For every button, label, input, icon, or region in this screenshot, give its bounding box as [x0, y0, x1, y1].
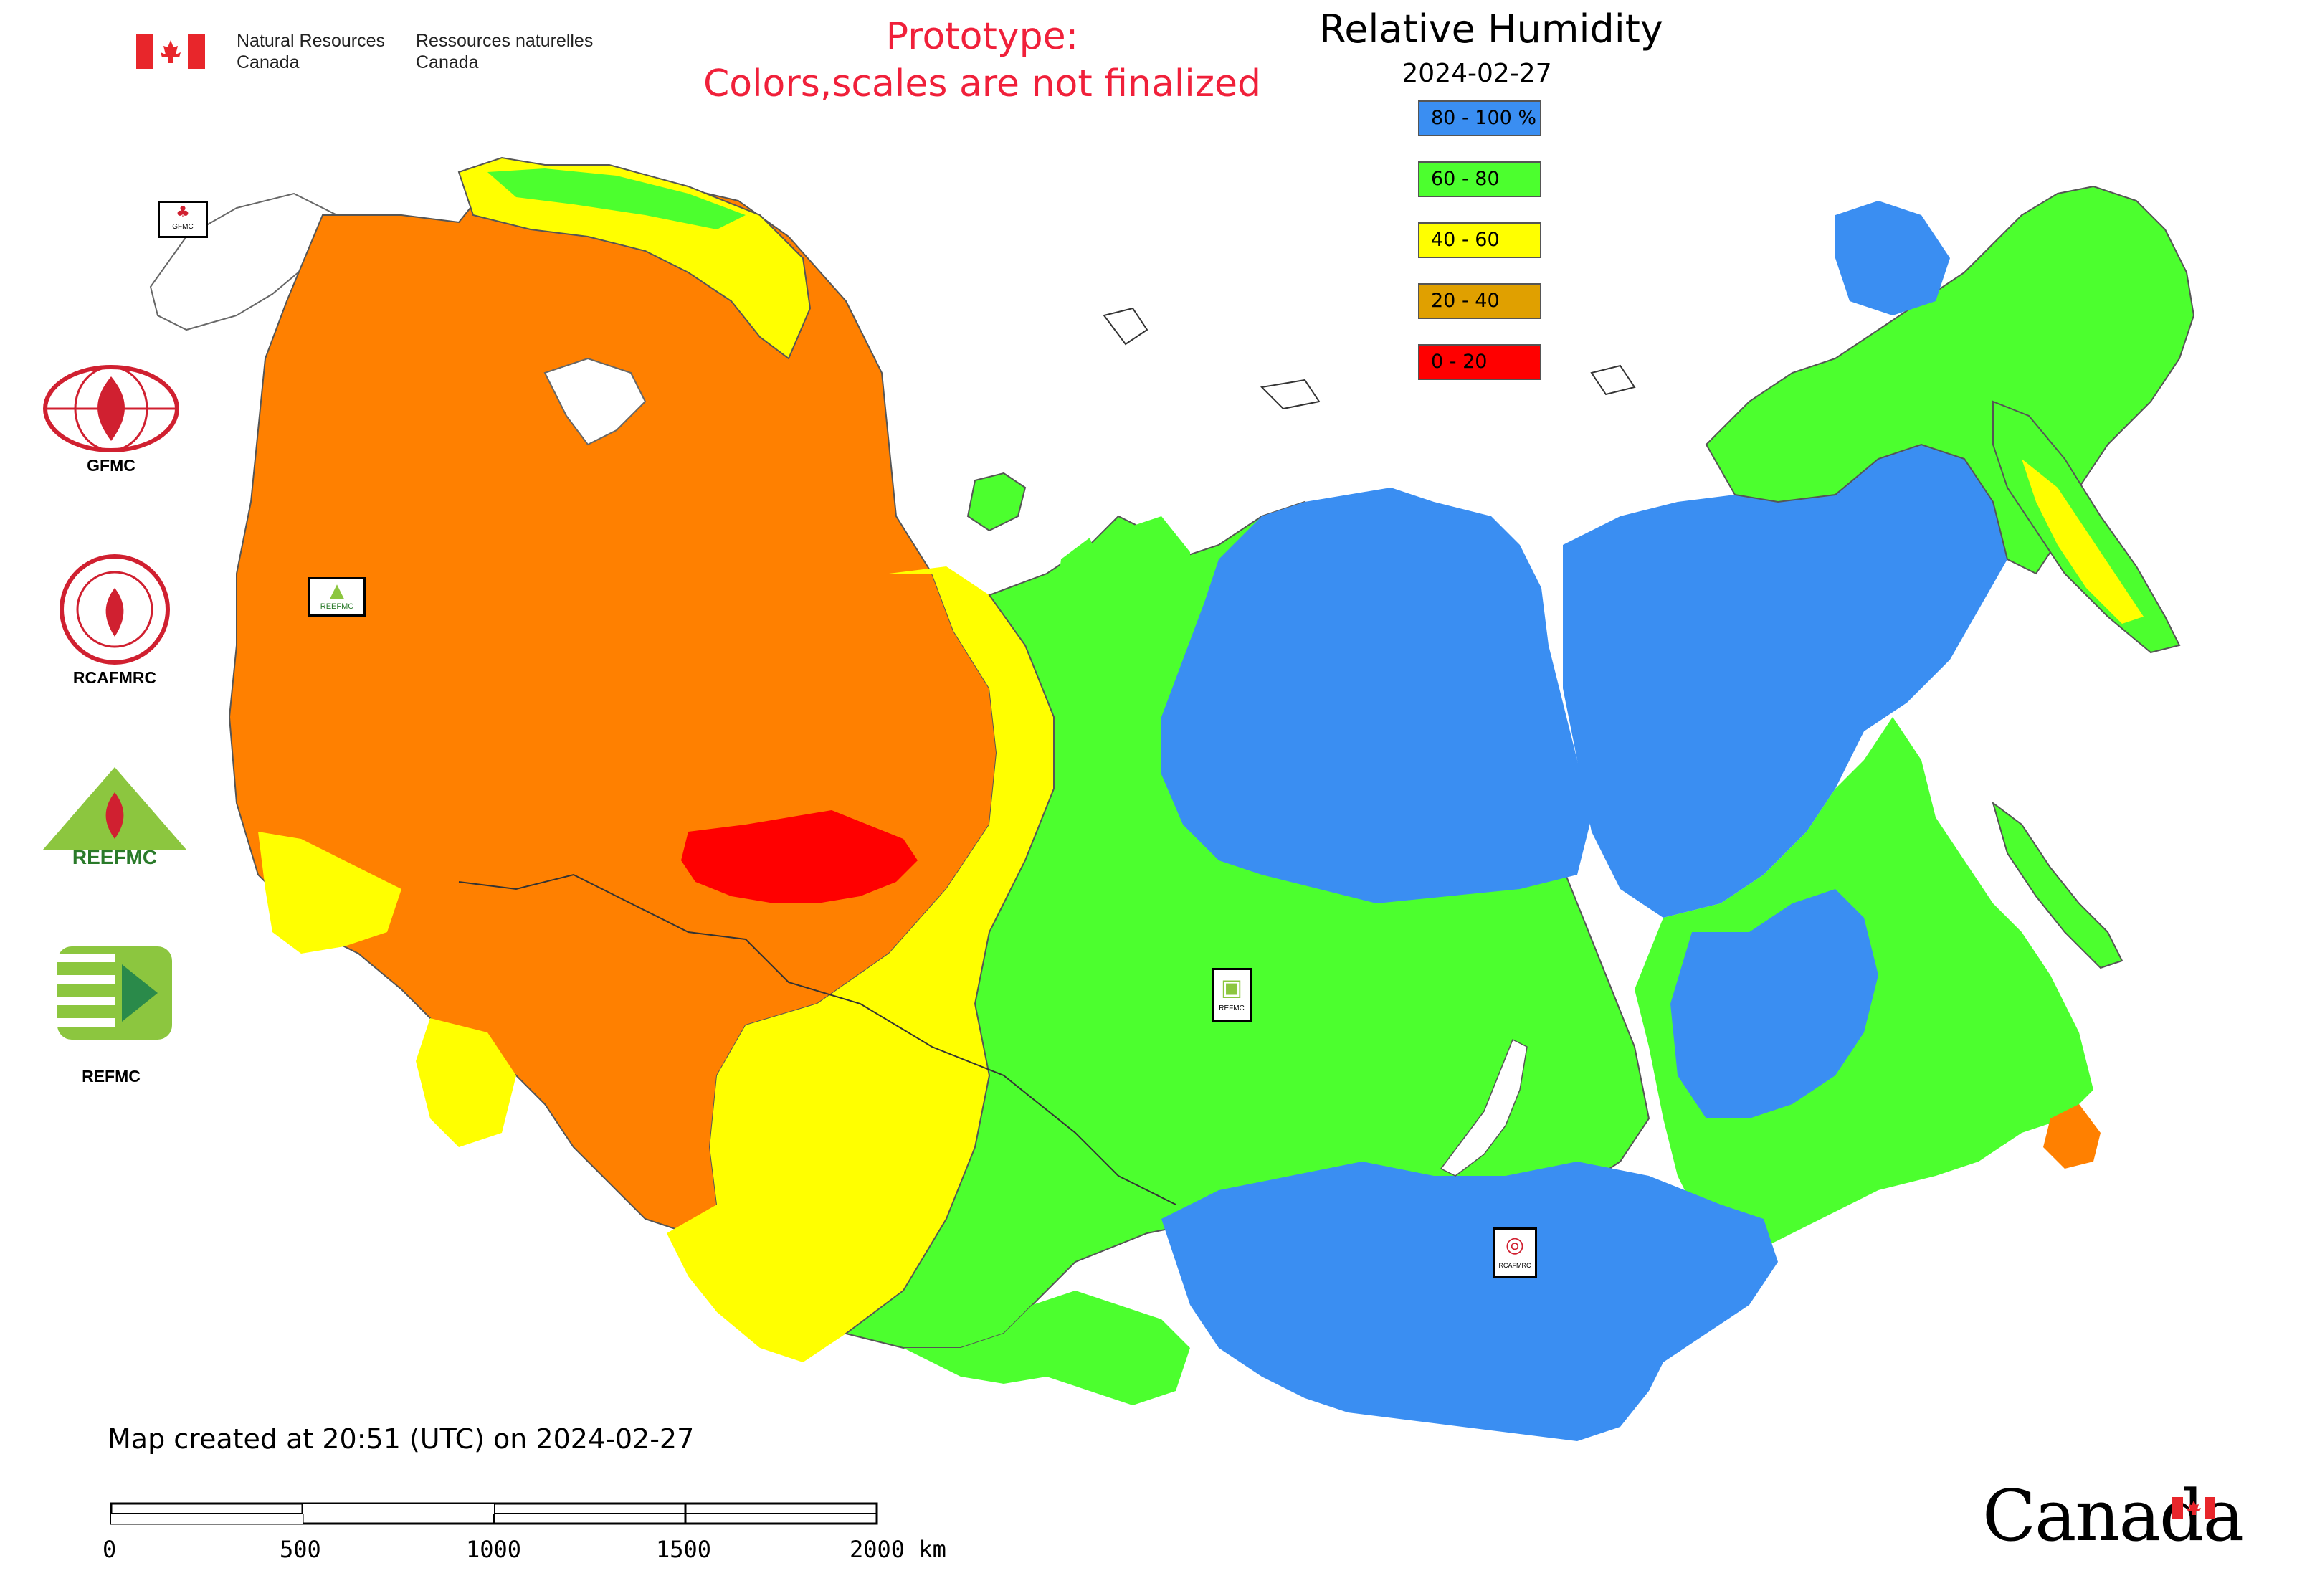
region-red-hotspot	[681, 810, 918, 903]
legend-item-80-100: 80 - 100 %	[1418, 100, 1541, 136]
lake-baikal	[1440, 1038, 1528, 1177]
region-yellow-southwest	[258, 832, 401, 954]
white-sea	[543, 357, 647, 446]
region-kamchatka-yellow	[2022, 459, 2144, 624]
region-blue-siberia	[1161, 488, 1592, 903]
scale-tick-2000: 2000 km	[850, 1536, 946, 1563]
region-primorye-tip	[2043, 1104, 2101, 1169]
scale-tick-500: 500	[280, 1536, 321, 1563]
region-yamal	[1054, 538, 1104, 645]
rcafmrc-logo-icon	[60, 554, 170, 665]
marker-refmc[interactable]: ▣ REFMC	[1212, 968, 1252, 1022]
refmc-label: REFMC	[82, 1067, 141, 1086]
country-borders	[458, 873, 1176, 1205]
canada-wordmark: Canada	[1982, 1476, 2245, 1557]
gov-fr-line2: Canada	[416, 52, 479, 72]
marker-gfmc[interactable]: ♣ GFMC	[158, 201, 208, 238]
scale-tick-0: 0	[103, 1536, 117, 1563]
refmc-logo-icon	[57, 946, 172, 1040]
marker-gfmc-label: GFMC	[172, 223, 194, 231]
marker-refmc-label: REFMC	[1219, 1004, 1245, 1012]
canada-wordmark-flag-icon	[2172, 1497, 2215, 1519]
gov-en-line2: Canada	[237, 52, 300, 72]
rcafmrc-label: RCAFMRC	[72, 668, 157, 687]
scale-tick-1000: 1000	[466, 1536, 522, 1563]
prototype-line1: Prototype:	[885, 15, 1079, 58]
gov-en-line1: Natural Resources	[237, 31, 386, 51]
marker-reefmc[interactable]: ▲ REEFMC	[308, 577, 366, 617]
region-blue-south	[1161, 1162, 1778, 1441]
gfmc-logo-icon	[43, 365, 179, 452]
region-blue-chukotka	[1835, 201, 1950, 315]
marker-reefmc-label: REEFMC	[320, 602, 354, 611]
gov-fr-line1: Ressources naturelles	[416, 31, 594, 51]
arctic-islands	[1103, 307, 1636, 410]
marker-refmc-icon: ▣	[1220, 974, 1243, 1001]
region-blue-yakutia	[1563, 445, 2007, 918]
legend-date: 2024-02-27	[1402, 59, 1552, 88]
legend-item-0-20: 0 - 20	[1418, 344, 1541, 380]
legend-item-40-60: 40 - 60	[1418, 222, 1541, 258]
region-kamchatka	[1992, 400, 2181, 654]
prototype-line2: Colors,scales are not finalized	[703, 62, 1262, 105]
region-taimyr-green	[1118, 516, 1190, 631]
map-created-note: Map created at 20:51 (UTC) on 2024-02-27	[108, 1423, 695, 1455]
marker-reefmc-icon: ▲	[330, 580, 344, 602]
gfmc-label: GFMC	[87, 456, 135, 475]
marker-rcafmrc-label: RCAFMRC	[1498, 1262, 1531, 1269]
region-sakhalin	[1992, 801, 2123, 969]
marker-gfmc-icon: ♣	[176, 204, 190, 222]
government-signature: Natural Resources Canada Ressources natu…	[136, 30, 602, 80]
scale-bar	[110, 1502, 878, 1525]
scale-tick-1500: 1500	[656, 1536, 712, 1563]
region-green-south	[903, 1291, 1190, 1405]
canada-flag-icon	[136, 34, 205, 69]
marker-rcafmrc-icon: ◎	[1505, 1232, 1525, 1258]
prototype-notice: Prototype: Colors,scales are not finaliz…	[559, 13, 1405, 108]
region-yellow-caspian	[416, 1018, 516, 1147]
novaya-zemlya	[966, 472, 1027, 532]
region-blue-amur	[1670, 889, 1878, 1118]
legend-item-60-80: 60 - 80	[1418, 161, 1541, 197]
region-yellow-urals	[667, 566, 1054, 1362]
reefmc-logo-icon	[43, 767, 186, 868]
region-kola-green	[487, 168, 746, 229]
legend-title: Relative Humidity	[1319, 6, 1663, 52]
reefmc-wordmark: REEFMC	[72, 846, 158, 868]
marker-rcafmrc[interactable]: ◎ RCAFMRC	[1493, 1227, 1537, 1278]
legend-item-20-40: 20 - 40	[1418, 283, 1541, 319]
